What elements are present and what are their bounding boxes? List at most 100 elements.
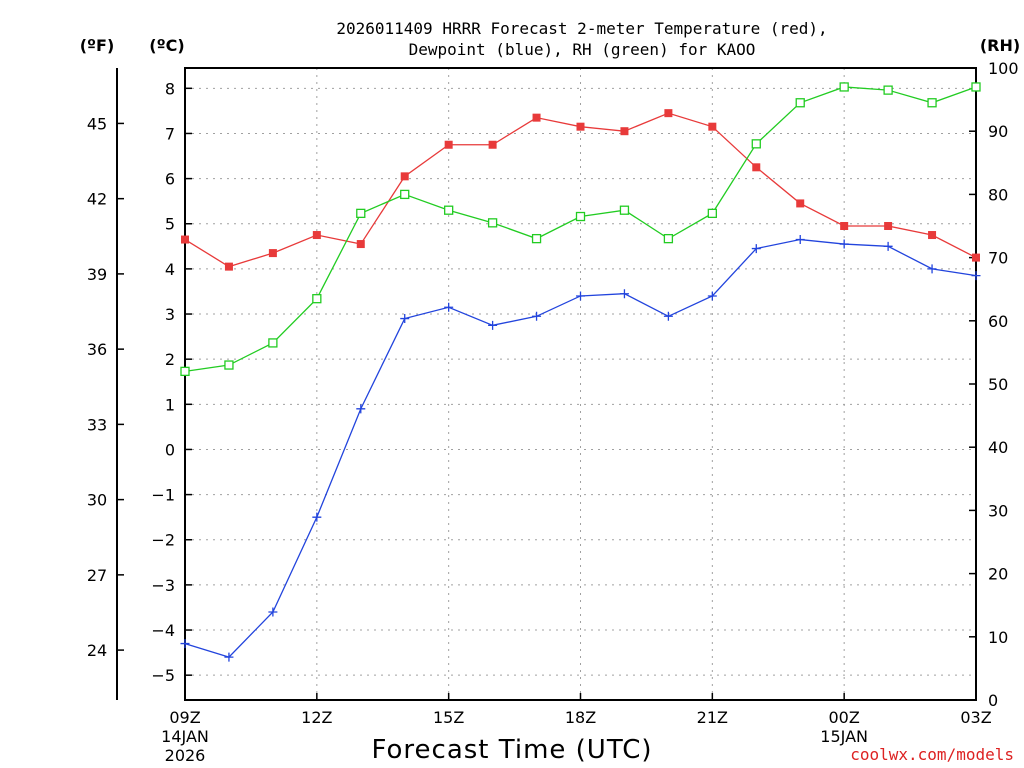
dewpoint-point <box>576 291 585 301</box>
celsius-tick-label: 1 <box>165 395 175 414</box>
dewpoint-point <box>927 264 937 274</box>
temperature-point <box>444 140 453 149</box>
chart-title-line2: Dewpoint (blue), RH (green) for KAOO <box>409 40 756 59</box>
credit-text: coolwx.com/models <box>850 745 1014 764</box>
rh-tick-label: 40 <box>988 438 1008 457</box>
temperature-point <box>708 122 717 131</box>
rh-point <box>883 85 893 95</box>
date-label: 15JAN <box>820 727 868 746</box>
temperature-point <box>181 235 189 244</box>
fahrenheit-tick-label: 45 <box>87 114 107 133</box>
gridlines <box>184 68 977 700</box>
dewpoint-series <box>180 235 981 662</box>
dewpoint-point <box>356 404 366 414</box>
time-tick-label: 03Z <box>960 708 991 727</box>
temperature-point <box>840 222 849 230</box>
rh-point <box>839 82 849 92</box>
dewpoint-point <box>532 311 542 321</box>
celsius-tick-label: 7 <box>165 124 175 143</box>
dewpoint-point <box>400 314 410 324</box>
rh-axis: 0 10 20 30 40 50 60 70 80 90 100 <box>969 59 1019 710</box>
temperature-point <box>972 253 980 262</box>
fahrenheit-tick-label: 24 <box>87 641 107 660</box>
dewpoint-point <box>619 289 629 299</box>
dewpoint-point <box>663 311 673 321</box>
celsius-tick-label: 6 <box>165 170 175 189</box>
rh-tick-label: 100 <box>988 59 1019 78</box>
fahrenheit-tick-label: 42 <box>87 190 107 209</box>
rh-tick-label: 50 <box>988 375 1008 394</box>
rh-point <box>180 366 190 377</box>
rh-point <box>312 294 322 304</box>
dewpoint-point <box>707 291 717 301</box>
year-label: 2026 <box>165 746 206 765</box>
dewpoint-point <box>839 239 849 249</box>
fahrenheit-unit-label: (ºF) <box>80 36 115 55</box>
date-label: 14JAN <box>161 727 209 746</box>
rh-point <box>971 82 981 92</box>
rh-point <box>444 205 454 215</box>
rh-series <box>180 82 981 377</box>
rh-point <box>795 98 805 108</box>
rh-unit-label: (RH) <box>980 36 1020 55</box>
rh-point <box>224 360 234 370</box>
celsius-tick-label: −4 <box>151 621 175 640</box>
temperature-point <box>356 240 365 249</box>
rh-point <box>663 233 674 244</box>
time-tick-label: 18Z <box>565 708 596 727</box>
rh-tick-label: 10 <box>988 628 1008 647</box>
temperature-point <box>488 140 497 149</box>
celsius-tick-label: −5 <box>151 666 175 685</box>
celsius-tick-label: 3 <box>165 305 175 324</box>
celsius-tick-label: 2 <box>165 350 175 369</box>
rh-tick-label: 20 <box>988 565 1008 584</box>
fahrenheit-axis: 24 27 30 33 36 39 42 45 <box>87 114 124 660</box>
fahrenheit-tick-label: 33 <box>87 415 107 434</box>
temperature-point <box>620 127 629 136</box>
celsius-tick-label: 0 <box>165 440 175 459</box>
temperature-point <box>884 222 893 230</box>
time-tick-label: 09Z <box>169 708 200 727</box>
rh-tick-label: 70 <box>988 249 1008 268</box>
rh-point <box>268 338 278 348</box>
rh-point <box>619 205 630 215</box>
time-tick-label: 12Z <box>301 708 332 727</box>
rh-point <box>927 98 937 108</box>
temperature-point <box>224 262 233 271</box>
rh-tick-label: 30 <box>988 501 1008 520</box>
celsius-tick-label: 5 <box>165 215 175 234</box>
chart-title-line1: 2026011409 HRRR Forecast 2-meter Tempera… <box>336 19 827 38</box>
temperature-point <box>752 163 761 172</box>
temperature-point <box>268 249 277 258</box>
temperature-point <box>532 113 541 122</box>
dewpoint-point <box>312 512 322 522</box>
celsius-tick-label: 4 <box>165 260 175 279</box>
rh-point <box>487 218 498 228</box>
rh-tick-label: 0 <box>988 691 998 710</box>
time-tick-label: 00Z <box>829 708 860 727</box>
rh-tick-label: 80 <box>988 185 1008 204</box>
rh-point <box>400 189 410 200</box>
celsius-axis: −5 −4 −3 −2 −1 0 1 2 3 4 5 6 7 8 <box>151 79 192 685</box>
rh-tick-label: 90 <box>988 122 1008 141</box>
dewpoint-point <box>180 639 190 649</box>
dewpoint-point <box>268 607 278 617</box>
temperature-point <box>400 172 409 181</box>
celsius-unit-label: (ºC) <box>149 36 184 55</box>
fahrenheit-tick-label: 27 <box>87 566 107 585</box>
temperature-series <box>181 109 980 271</box>
dewpoint-point <box>488 320 498 330</box>
celsius-tick-label: 8 <box>165 79 175 98</box>
time-tick-label: 15Z <box>433 708 464 727</box>
fahrenheit-tick-label: 36 <box>87 340 107 359</box>
rh-point <box>531 233 542 244</box>
time-tick-label: 21Z <box>697 708 728 727</box>
rh-tick-label: 60 <box>988 312 1008 331</box>
dewpoint-point <box>971 271 981 281</box>
temperature-point <box>664 109 673 118</box>
series-layer <box>180 82 981 662</box>
celsius-tick-label: −3 <box>151 576 175 595</box>
rh-point <box>575 211 586 222</box>
